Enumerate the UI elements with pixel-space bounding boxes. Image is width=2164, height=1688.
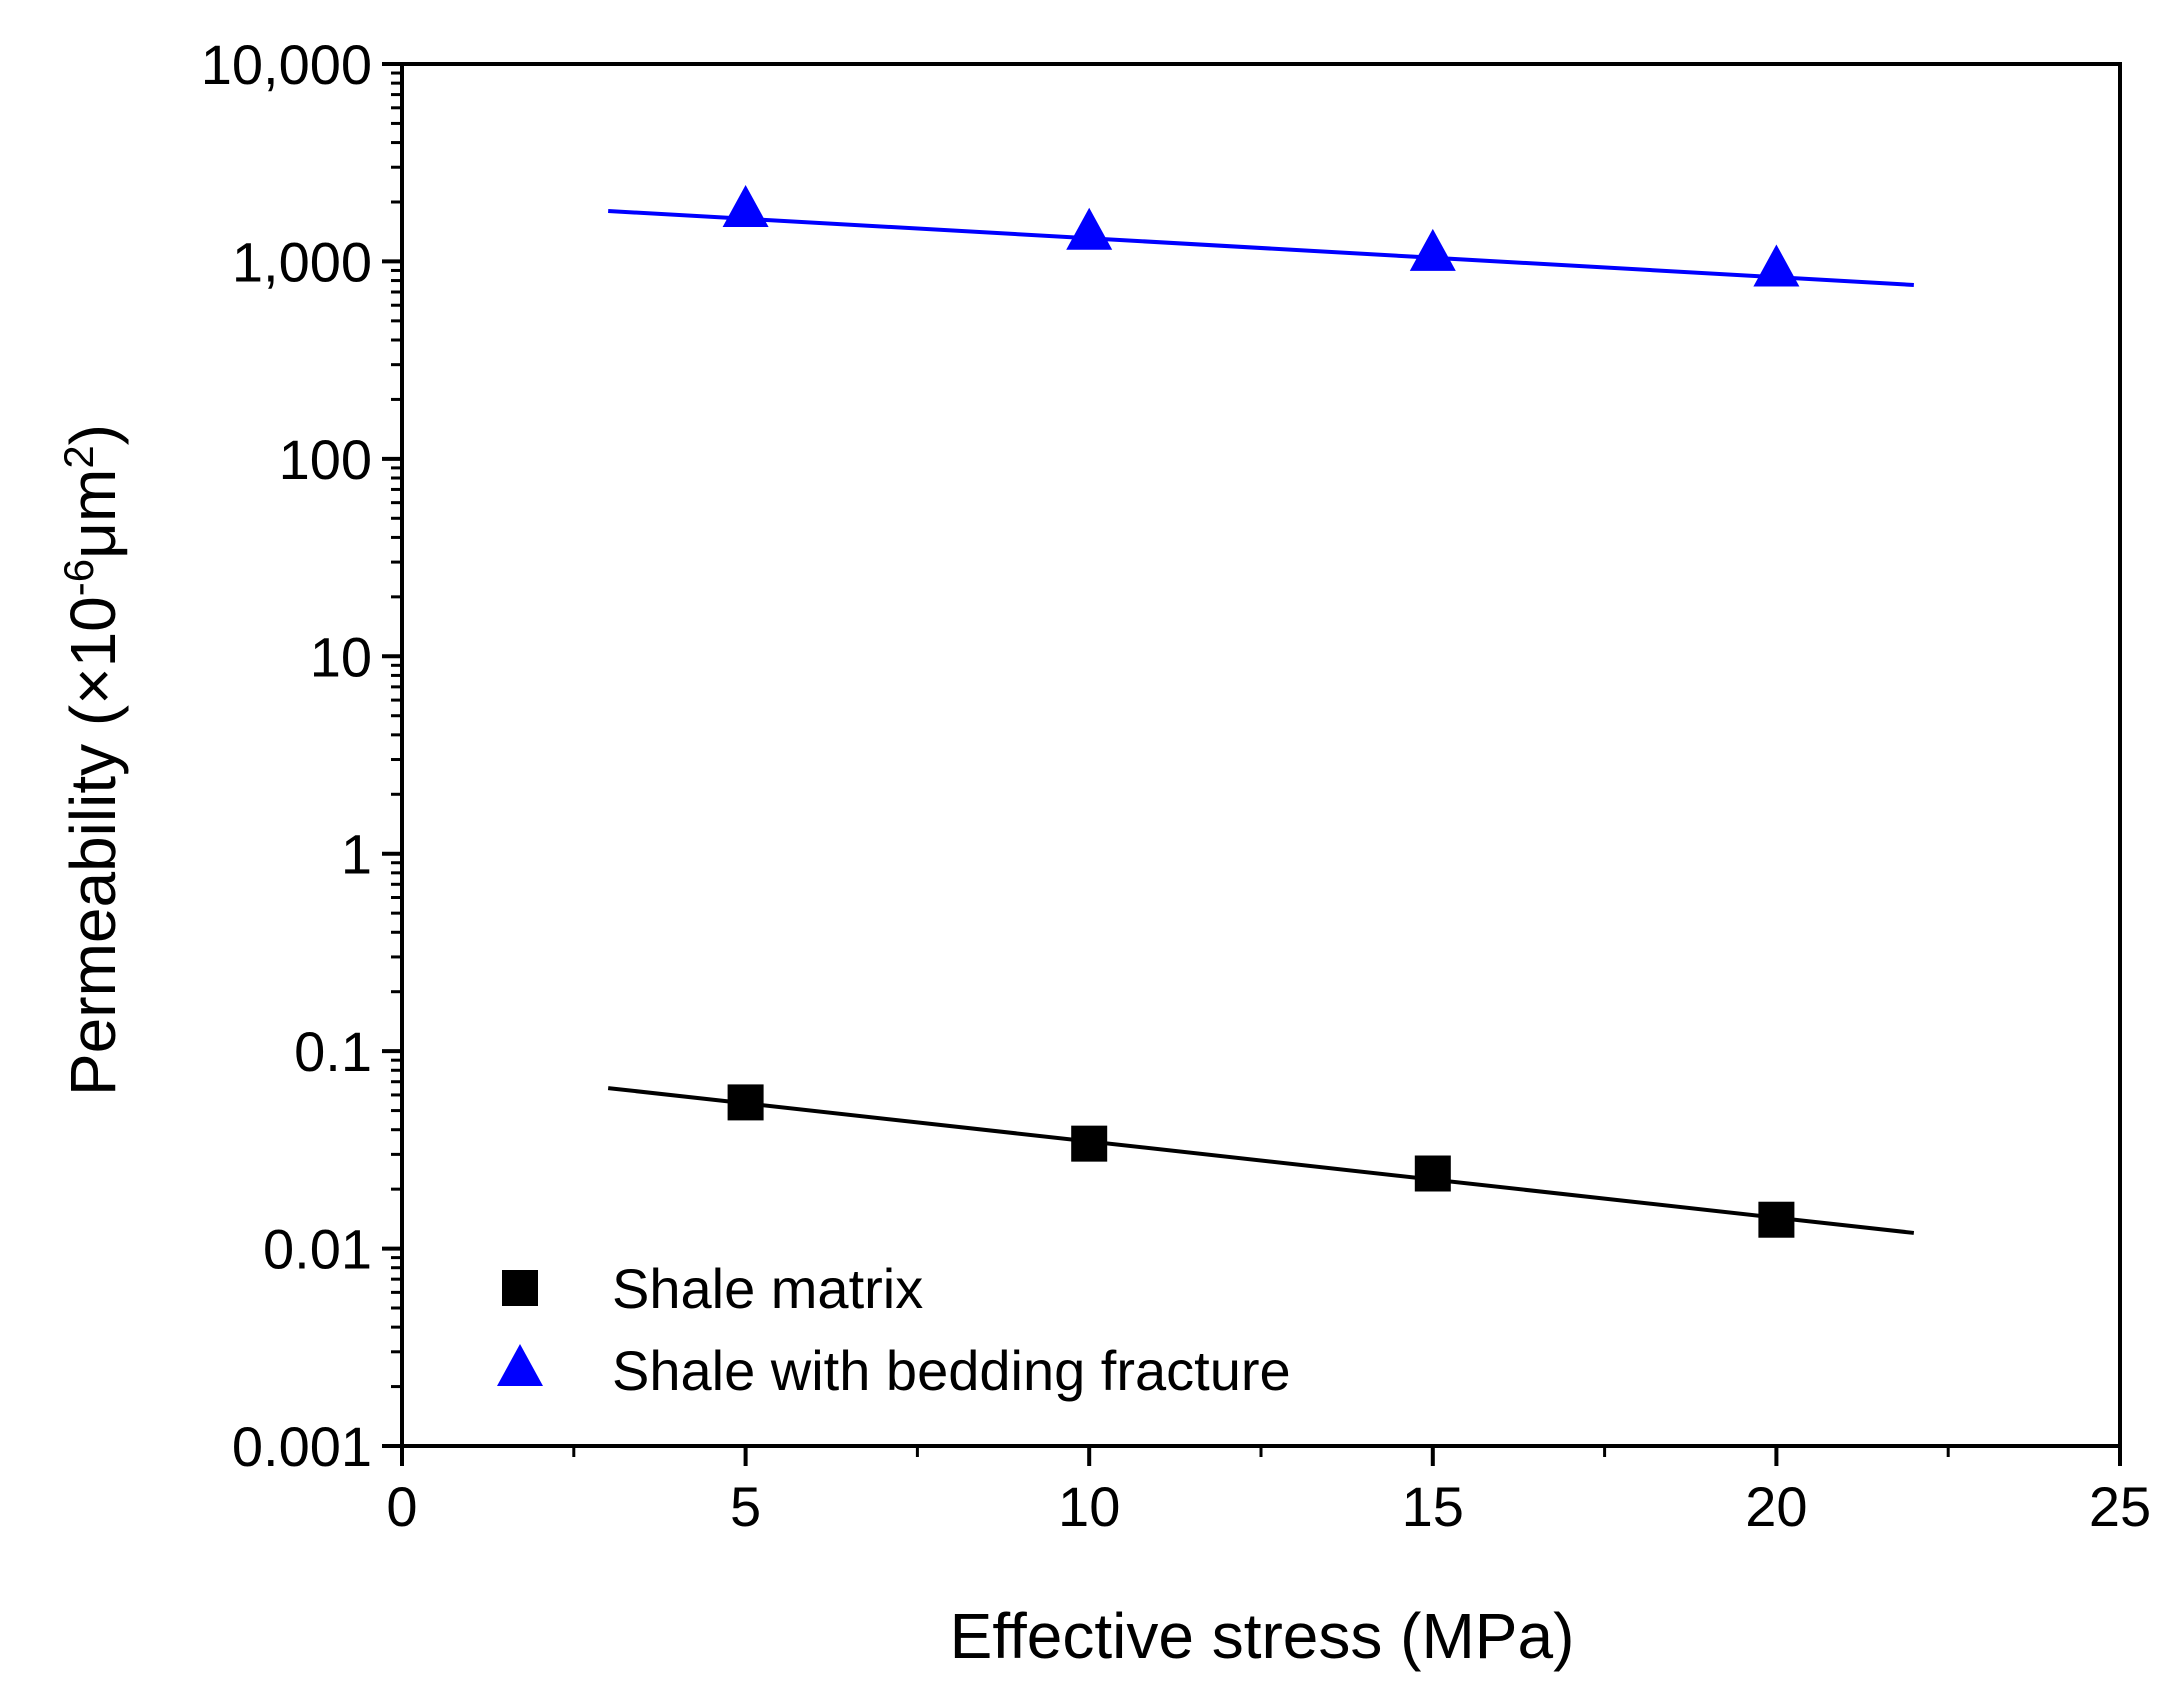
y-tick-label: 1,000 [232,230,372,293]
x-tick-label: 5 [730,1475,761,1538]
y-axis-title: Permeability (×10-6μm2) [55,424,129,1096]
fit-lines [607,209,1915,1235]
legend-marker-shale-with-bedding-fracture [497,1344,543,1386]
x-tick-label: 15 [1402,1475,1464,1538]
data-point-shale-with-bedding-fracture [1753,244,1800,287]
legend: Shale matrix Shale with bedding fracture [497,1257,1291,1402]
x-tick-label: 20 [1745,1475,1807,1538]
fit-line-shale-matrix [607,1086,1915,1235]
data-point-shale-matrix [727,1084,764,1121]
axes: 0 5 10 15 20 25 0.001 0.01 0.1 1 10 100 1,000 10,000 [201,33,2151,1538]
y-tick-label: 10 [310,625,372,688]
x-tick-label: 0 [386,1475,417,1538]
x-axis-title: Effective stress (MPa) [950,1600,1575,1672]
data-point-shale-matrix [1758,1201,1795,1238]
data-point-shale-with-bedding-fracture [1409,228,1456,271]
data-point-shale-with-bedding-fracture [1066,207,1113,250]
y-tick-label: 0.001 [232,1415,372,1478]
x-tick-label: 25 [2089,1475,2151,1538]
y-tick-label: 0.01 [263,1218,372,1281]
data-markers [722,185,1800,1238]
x-tick-label: 10 [1058,1475,1120,1538]
y-axis-title-suffix: ) [57,424,129,445]
y-axis-title-exp1: -6 [55,559,102,596]
y-tick-label: 1 [341,823,372,886]
data-point-shale-matrix [1414,1155,1451,1192]
y-axis-title-mid: μm [57,469,129,559]
y-tick-label: 10,000 [201,33,372,96]
fit-line-shale-with-bedding-fracture [608,209,1914,287]
data-point-shale-matrix [1071,1125,1108,1162]
y-tick-label: 100 [279,428,372,491]
data-point-shale-with-bedding-fracture [722,185,769,228]
legend-label-shale-matrix: Shale matrix [612,1257,923,1320]
y-tick-label: 0.1 [294,1020,372,1083]
y-axis-title-exp2: 2 [55,445,102,468]
plot-frame [400,62,2122,1448]
legend-label-shale-with-bedding-fracture: Shale with bedding fracture [612,1339,1291,1402]
legend-marker-shale-matrix [502,1270,538,1306]
y-axis-title-prefix: Permeability (×10 [57,596,129,1096]
